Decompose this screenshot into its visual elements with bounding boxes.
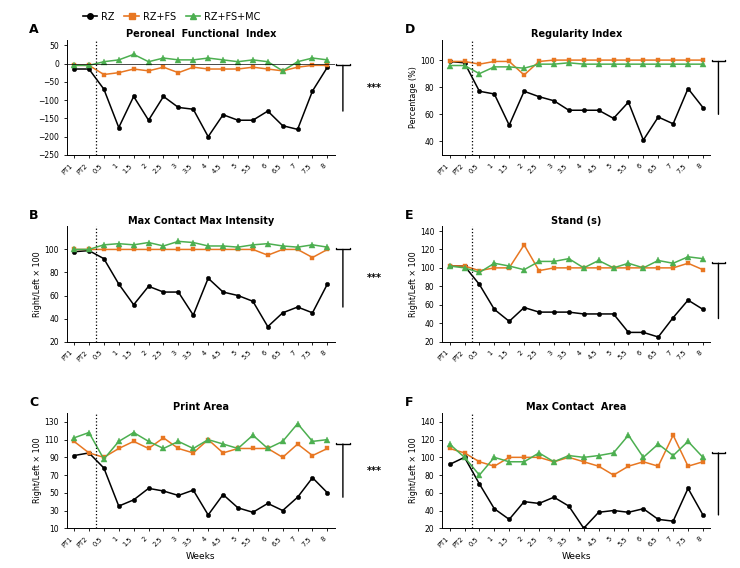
Y-axis label: Right/Left × 100: Right/Left × 100 bbox=[33, 438, 42, 503]
Text: E: E bbox=[405, 210, 413, 223]
Legend: RZ, RZ+FS, RZ+FS+MC: RZ, RZ+FS, RZ+FS+MC bbox=[79, 8, 264, 26]
Text: D: D bbox=[405, 23, 415, 36]
X-axis label: Weeks: Weeks bbox=[562, 552, 591, 561]
X-axis label: Weeks: Weeks bbox=[186, 552, 215, 561]
Title: Print Area: Print Area bbox=[172, 402, 229, 412]
Text: F: F bbox=[405, 396, 413, 409]
Title: Stand (s): Stand (s) bbox=[551, 216, 602, 225]
Text: C: C bbox=[29, 396, 38, 409]
Y-axis label: Right/Left × 100: Right/Left × 100 bbox=[33, 251, 42, 317]
Y-axis label: Right/Left × 100: Right/Left × 100 bbox=[409, 438, 418, 503]
Y-axis label: Percentage (%): Percentage (%) bbox=[409, 66, 418, 128]
Text: A: A bbox=[29, 23, 38, 36]
Text: ***: *** bbox=[367, 273, 382, 283]
Title: Peroneal  Functional  Index: Peroneal Functional Index bbox=[126, 29, 276, 39]
Text: ***: *** bbox=[367, 466, 382, 475]
Text: B: B bbox=[29, 210, 38, 223]
Text: ***: *** bbox=[367, 83, 382, 93]
Title: Regularity Index: Regularity Index bbox=[531, 29, 622, 39]
Title: Max Contact  Area: Max Contact Area bbox=[526, 402, 627, 412]
Y-axis label: Right/Left × 100: Right/Left × 100 bbox=[409, 251, 418, 317]
Title: Max Contact Max Intensity: Max Contact Max Intensity bbox=[127, 216, 274, 225]
